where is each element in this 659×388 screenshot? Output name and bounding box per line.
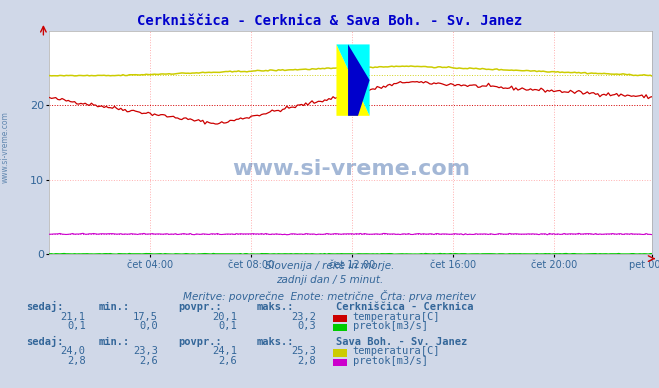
Text: 2,8: 2,8	[67, 356, 86, 366]
Text: www.si-vreme.com: www.si-vreme.com	[1, 111, 10, 184]
Text: Cerkniščica - Cerknica: Cerkniščica - Cerknica	[336, 302, 474, 312]
Polygon shape	[348, 45, 370, 116]
Text: zadnji dan / 5 minut.: zadnji dan / 5 minut.	[276, 275, 383, 286]
Text: maks.:: maks.:	[257, 302, 295, 312]
Text: 25,3: 25,3	[291, 346, 316, 356]
Text: 24,0: 24,0	[61, 346, 86, 356]
Text: min.:: min.:	[99, 336, 130, 346]
Text: 17,5: 17,5	[133, 312, 158, 322]
Text: Cerkniščica - Cerknica & Sava Boh. - Sv. Janez: Cerkniščica - Cerknica & Sava Boh. - Sv.…	[137, 14, 522, 28]
Text: Slovenija / reke in morje.: Slovenija / reke in morje.	[265, 261, 394, 271]
Text: 2,6: 2,6	[140, 356, 158, 366]
Text: Meritve: povprečne  Enote: metrične  Črta: prva meritev: Meritve: povprečne Enote: metrične Črta:…	[183, 290, 476, 302]
Text: 0,1: 0,1	[219, 321, 237, 331]
Text: 20,1: 20,1	[212, 312, 237, 322]
Text: pretok[m3/s]: pretok[m3/s]	[353, 321, 428, 331]
Text: temperatura[C]: temperatura[C]	[353, 346, 440, 356]
Text: Sava Boh. - Sv. Janez: Sava Boh. - Sv. Janez	[336, 336, 467, 346]
Polygon shape	[337, 45, 370, 116]
Text: www.si-vreme.com: www.si-vreme.com	[232, 159, 470, 179]
Text: pretok[m3/s]: pretok[m3/s]	[353, 356, 428, 366]
Text: sedaj:: sedaj:	[26, 301, 64, 312]
Text: 23,3: 23,3	[133, 346, 158, 356]
Text: 23,2: 23,2	[291, 312, 316, 322]
Text: 0,0: 0,0	[140, 321, 158, 331]
Text: povpr.:: povpr.:	[178, 302, 221, 312]
Text: 0,1: 0,1	[67, 321, 86, 331]
Text: 0,3: 0,3	[298, 321, 316, 331]
Text: maks.:: maks.:	[257, 336, 295, 346]
Text: 2,6: 2,6	[219, 356, 237, 366]
Text: temperatura[C]: temperatura[C]	[353, 312, 440, 322]
Text: 21,1: 21,1	[61, 312, 86, 322]
Polygon shape	[337, 45, 370, 116]
Text: sedaj:: sedaj:	[26, 336, 64, 346]
Text: 2,8: 2,8	[298, 356, 316, 366]
Text: min.:: min.:	[99, 302, 130, 312]
Text: 24,1: 24,1	[212, 346, 237, 356]
Text: povpr.:: povpr.:	[178, 336, 221, 346]
